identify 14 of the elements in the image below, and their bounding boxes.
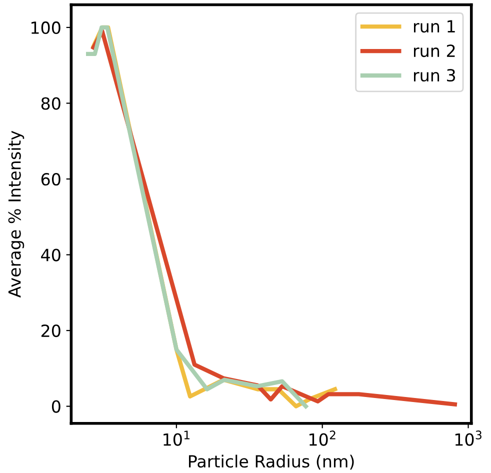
y-tick-label: 80 (41, 97, 60, 110)
y-tick-label: 20 (41, 324, 60, 338)
legend-label: run 3 (414, 68, 456, 82)
y-tick-label: 0 (52, 400, 60, 413)
x-tick-label: 10$^{2}$ (310, 430, 336, 446)
x-tick-label: 10$^{1}$ (164, 430, 190, 446)
legend-label: run 1 (414, 20, 455, 33)
x-tick-label: 10$^{3}$ (455, 430, 482, 446)
x-axis-title: Particle Radius (nm) (188, 454, 354, 470)
y-tick-label: 60 (41, 172, 60, 186)
y-tick-label: 100 (31, 21, 60, 34)
y-tick-label: 40 (41, 248, 60, 262)
y-axis-title: Average % Intensity (8, 130, 24, 298)
legend-label: run 2 (414, 44, 455, 58)
